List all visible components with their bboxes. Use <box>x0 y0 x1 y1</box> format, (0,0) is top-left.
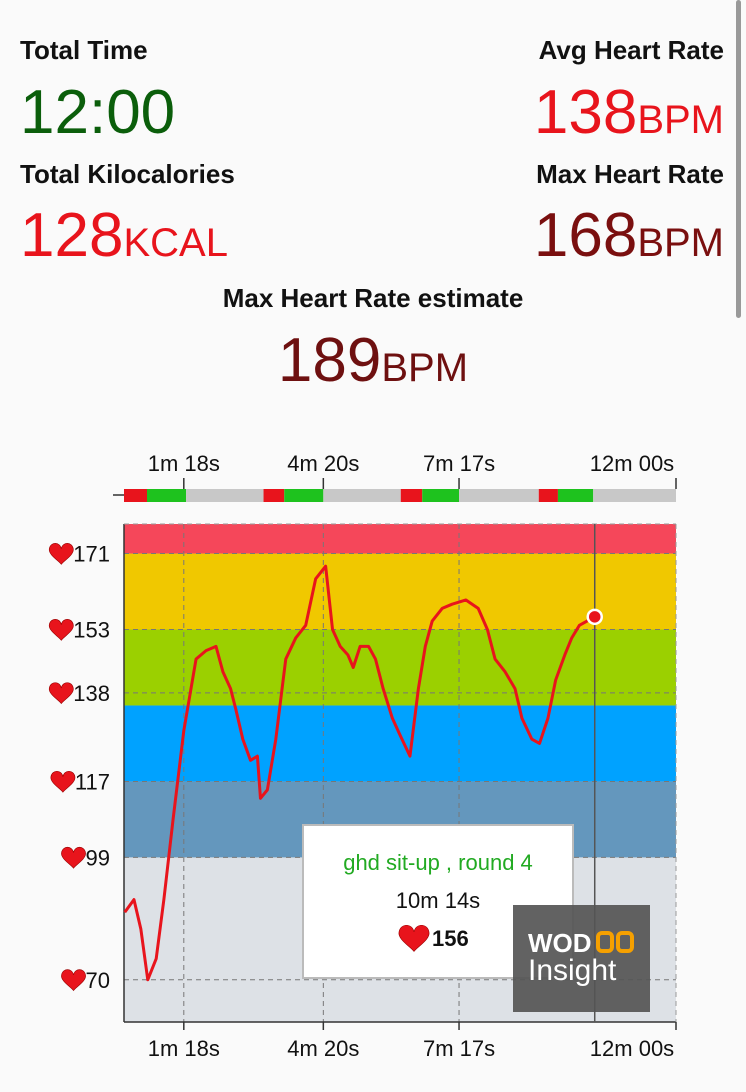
timeline-segment <box>422 489 460 502</box>
value: 168 <box>533 201 638 270</box>
x-tick-label: 4m 20s <box>287 1036 359 1061</box>
value: 12:00 <box>20 78 176 147</box>
heart-icon <box>50 770 76 793</box>
value: 189 <box>277 326 382 395</box>
top-tick-label: 12m 00s <box>590 451 674 476</box>
stat-value: 138BPM <box>534 82 724 151</box>
stat-label: Max Heart Rate <box>536 159 724 189</box>
timeline-segment <box>593 489 676 502</box>
y-tick-label: 138 <box>73 681 110 706</box>
stat-value: 189BPM <box>0 330 746 399</box>
value: 138 <box>533 78 638 147</box>
timeline-segment <box>147 489 187 502</box>
logo-top: WOD <box>528 928 592 958</box>
hr-line <box>123 564 596 982</box>
tooltip-value: 156 <box>432 926 469 951</box>
timeline-segment <box>557 489 594 502</box>
timeline-segment <box>538 489 558 502</box>
stat-label: Total Kilocalories <box>20 159 235 189</box>
heart-icon <box>48 619 74 641</box>
timeline-segment <box>124 489 147 502</box>
unit: BPM <box>637 221 724 265</box>
heart-icon <box>48 682 74 705</box>
hr-zone <box>124 705 676 782</box>
unit: BPM <box>637 98 724 142</box>
stat-value: 128KCAL <box>20 205 228 274</box>
top-tick-label: 4m 20s <box>287 451 359 476</box>
hr-zone <box>124 524 676 554</box>
heart-icon <box>398 924 430 953</box>
y-tick-label: 70 <box>86 968 110 993</box>
logo-icon <box>616 931 634 953</box>
logo-bottom: Insight <box>528 954 617 987</box>
stat-label: Max Heart Rate estimate <box>222 283 524 313</box>
logo-box <box>513 905 650 1012</box>
top-tick-label: 1m 18s <box>148 451 220 476</box>
stat-value: 168BPM <box>534 205 724 274</box>
x-tick-label: 7m 17s <box>423 1036 495 1061</box>
tooltip-time: 10m 14s <box>396 888 480 913</box>
unit: KCAL <box>123 221 228 265</box>
heart-icon <box>61 969 86 992</box>
x-tick-label: 1m 18s <box>148 1036 220 1061</box>
heart-icon <box>61 846 86 869</box>
stat-label: Avg Heart Rate <box>538 35 724 65</box>
y-tick-label: 99 <box>86 845 110 870</box>
timeline-segment <box>323 489 401 502</box>
y-tick-label: 171 <box>73 542 110 567</box>
timeline-segment <box>459 489 539 502</box>
timeline-segment <box>186 489 264 502</box>
y-tick-label: 153 <box>73 618 110 643</box>
stat-value: 12:00 <box>20 82 175 144</box>
cursor-point <box>586 608 603 626</box>
logo-icon <box>596 931 614 953</box>
hr-zone <box>124 629 676 706</box>
timeline-segment <box>284 489 324 502</box>
value: 128 <box>20 201 124 270</box>
tooltip-title: ghd sit-up , round 4 <box>343 850 533 875</box>
scrollbar <box>736 0 741 318</box>
y-tick-label: 117 <box>75 769 110 794</box>
stat-label: Total Time <box>20 35 148 65</box>
timeline-segment <box>400 489 423 502</box>
heart-icon <box>48 543 74 565</box>
x-tick-label: 12m 00s <box>590 1036 674 1061</box>
top-tick-label: 7m 17s <box>423 451 495 476</box>
hr-zone <box>124 553 676 630</box>
unit: BPM <box>381 346 469 390</box>
timeline-segment <box>263 489 285 502</box>
